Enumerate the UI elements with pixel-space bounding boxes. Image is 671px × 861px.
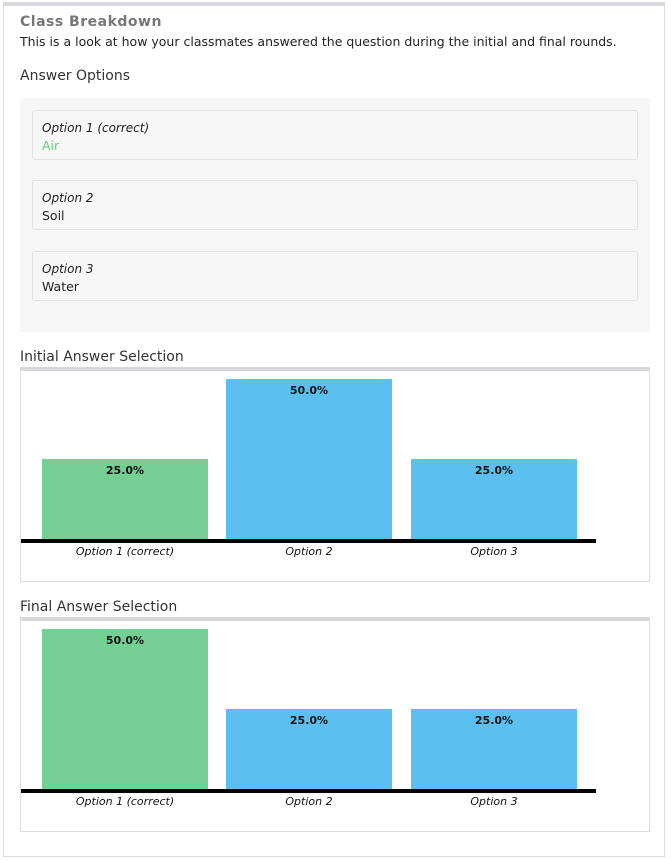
bar-value-label: 50.0% — [290, 384, 328, 397]
x-tick-label: Option 1 (correct) — [76, 795, 174, 808]
option-value: Soil — [42, 208, 65, 223]
answer-option-3: Option 3 Water — [32, 251, 638, 301]
final-answer-chart: 50.0% Option 1 (correct) 25.0% Option 2 25.0… — [20, 617, 650, 832]
option-label: Option 1 (correct) — [42, 121, 150, 135]
answer-options-heading: Answer Options — [20, 68, 131, 84]
x-axis-line — [21, 539, 596, 543]
bar-value-label: 25.0% — [106, 464, 144, 477]
page-title: Class Breakdown — [20, 14, 162, 30]
bar-1 — [42, 629, 208, 789]
x-tick-label: Option 3 — [470, 545, 517, 558]
x-axis-line — [21, 789, 596, 793]
bar-3 — [411, 709, 577, 789]
final-chart-title: Final Answer Selection — [20, 599, 178, 615]
option-label: Option 3 — [42, 262, 94, 276]
option-label: Option 2 — [42, 191, 94, 205]
class-breakdown-panel — [3, 2, 665, 857]
bar-value-label: 25.0% — [475, 714, 513, 727]
x-tick-label: Option 1 (correct) — [76, 545, 174, 558]
option-value: Air — [42, 138, 60, 153]
page-subtitle: This is a look at how your classmates an… — [20, 34, 617, 49]
x-tick-label: Option 2 — [285, 795, 332, 808]
bar-value-label: 25.0% — [290, 714, 328, 727]
initial-chart-title: Initial Answer Selection — [20, 349, 184, 365]
bar-2 — [226, 379, 392, 539]
initial-answer-chart: 25.0% Option 1 (correct) 50.0% Option 2 25.0… — [20, 367, 650, 582]
bar-3 — [411, 459, 577, 539]
bar-1 — [42, 459, 208, 539]
bar-value-label: 25.0% — [475, 464, 513, 477]
bar-value-label: 50.0% — [106, 634, 144, 647]
bar-2 — [226, 709, 392, 789]
x-tick-label: Option 3 — [470, 795, 517, 808]
x-tick-label: Option 2 — [285, 545, 332, 558]
answer-option-1: Option 1 (correct) Air — [32, 110, 638, 160]
option-value: Water — [42, 279, 79, 294]
answer-option-2: Option 2 Soil — [32, 180, 638, 230]
answer-options-list: Option 1 (correct) Air Option 2 Soil Opt… — [20, 98, 650, 332]
